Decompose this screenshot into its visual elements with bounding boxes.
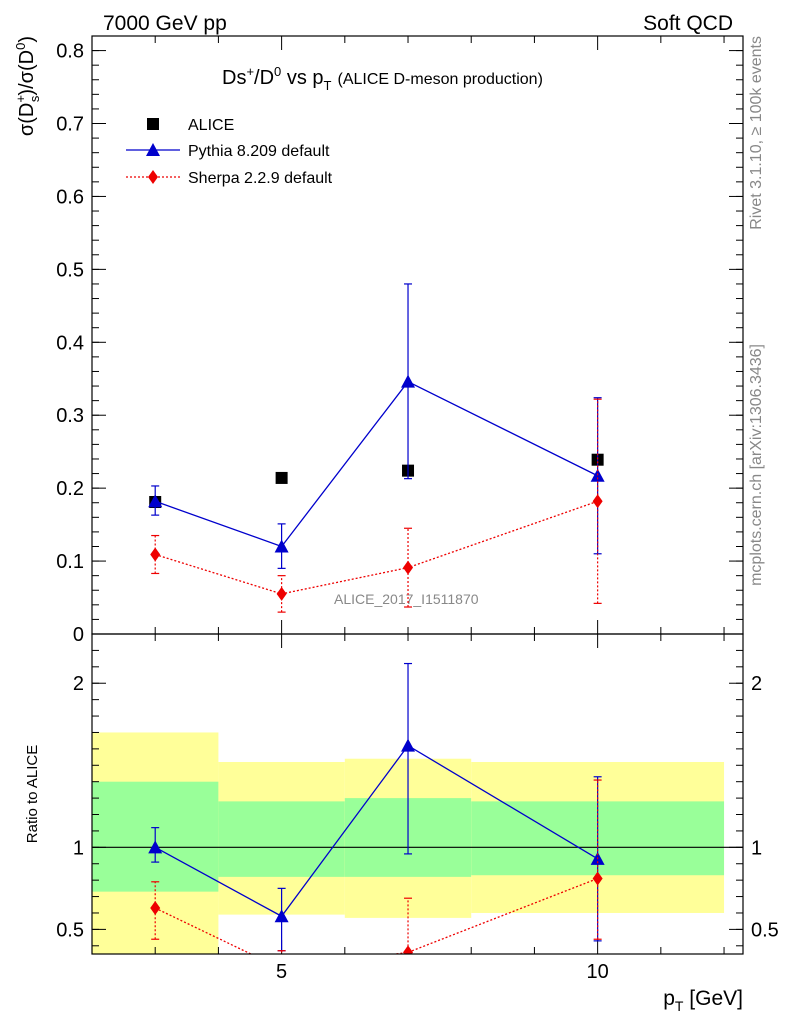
ratio-ytick-label-right-1: 1: [751, 837, 762, 859]
analysis-watermark: ALICE_2017_I1511870: [334, 591, 479, 607]
legend-label-1: Pythia 8.209 default: [188, 143, 330, 160]
ratio-series-0-point-0: [148, 840, 163, 854]
ratio-ytick-label-left-0: 0.5: [56, 919, 84, 941]
top-series-1-point-1: [274, 539, 289, 553]
top-series-2-line: [155, 500, 598, 595]
legend: ALICE Pythia 8.209 default Sherpa 2.2.9 de…: [126, 117, 333, 187]
ratio-ytick-label-right-0: 0.5: [751, 919, 779, 941]
ratio-series-1-point-0: [150, 901, 161, 916]
x-tick-label-1: 10: [587, 961, 609, 983]
ratio-series-0-point-1: [274, 909, 289, 923]
legend-marker-2: [148, 170, 158, 184]
top-ytick-label-2: 0.2: [56, 478, 84, 500]
ratio-ytick-label-left-1: 1: [73, 837, 84, 859]
ratio-ytick-label-left-2: 2: [73, 673, 84, 695]
top-ytick-label-6: 0.6: [56, 186, 84, 208]
ratio-series-1-line: [154, 877, 598, 954]
top-series-2-point-1: [276, 586, 287, 601]
top-series-2-point-3: [592, 494, 603, 509]
ratio-series-0-point-2: [401, 738, 416, 752]
top-ytick-label-1: 0.1: [56, 551, 84, 573]
ratio-panel-series: [148, 662, 605, 954]
axis-tick-labels: 0 0.1 0.2 0.3 0.4 0.5 0.6 0.7 0.8 5 10 0.5 0.5 1 1 2 2: [56, 41, 779, 983]
x-tick-label-0: 5: [276, 961, 287, 983]
top-ytick-label-7: 0.7: [56, 114, 84, 136]
plot-title: Ds+/D0 vs pT (ALICE D-meson production): [222, 64, 543, 93]
top-series-0-point-1: [275, 471, 288, 484]
x-axis-label: pT [GeV]: [663, 987, 743, 1014]
legend-marker-1: [146, 143, 160, 156]
top-ytick-label-4: 0.4: [56, 332, 84, 354]
band-inner-1: [218, 801, 345, 877]
rivet-version-label: Rivet 3.1.10, ≥ 100k events: [748, 36, 765, 230]
ratio-series-1-point-3: [592, 871, 603, 886]
top-series-2-point-0: [150, 547, 161, 562]
top-series-2-point-2: [403, 560, 414, 575]
top-series-1-line: [154, 380, 598, 548]
top-ytick-label-5: 0.5: [56, 259, 84, 281]
ratio-panel-frame: [91, 633, 744, 955]
top-series-1-point-0: [148, 494, 163, 508]
top-series-1-point-2: [401, 374, 416, 388]
top-ytick-label-0: 0: [73, 624, 84, 646]
ratio-series-0-line: [154, 744, 598, 918]
ratio-series-1-point-2: [403, 945, 414, 954]
top-ytick-label-3: 0.3: [56, 405, 84, 427]
header-left-label: 7000 GeV pp: [103, 12, 227, 35]
legend-label-0: ALICE: [188, 117, 234, 134]
legend-label-2: Sherpa 2.2.9 default: [188, 170, 333, 187]
top-panel-series: [148, 283, 605, 613]
ratio-uncertainty-bands: [92, 732, 743, 954]
top-y-axis-label: σ(D+s)/σ(D0): [13, 36, 42, 136]
ratio-y-axis-label: Ratio to ALICE: [24, 745, 41, 843]
ratio-ytick-label-right-2: 2: [751, 673, 762, 695]
legend-marker-0: [147, 118, 159, 130]
top-ytick-label-8: 0.8: [56, 41, 84, 63]
header-right-label: Soft QCD: [643, 12, 733, 35]
mcplots-reference-label: mcplots.cern.ch [arXiv:1306.3436]: [748, 344, 765, 586]
